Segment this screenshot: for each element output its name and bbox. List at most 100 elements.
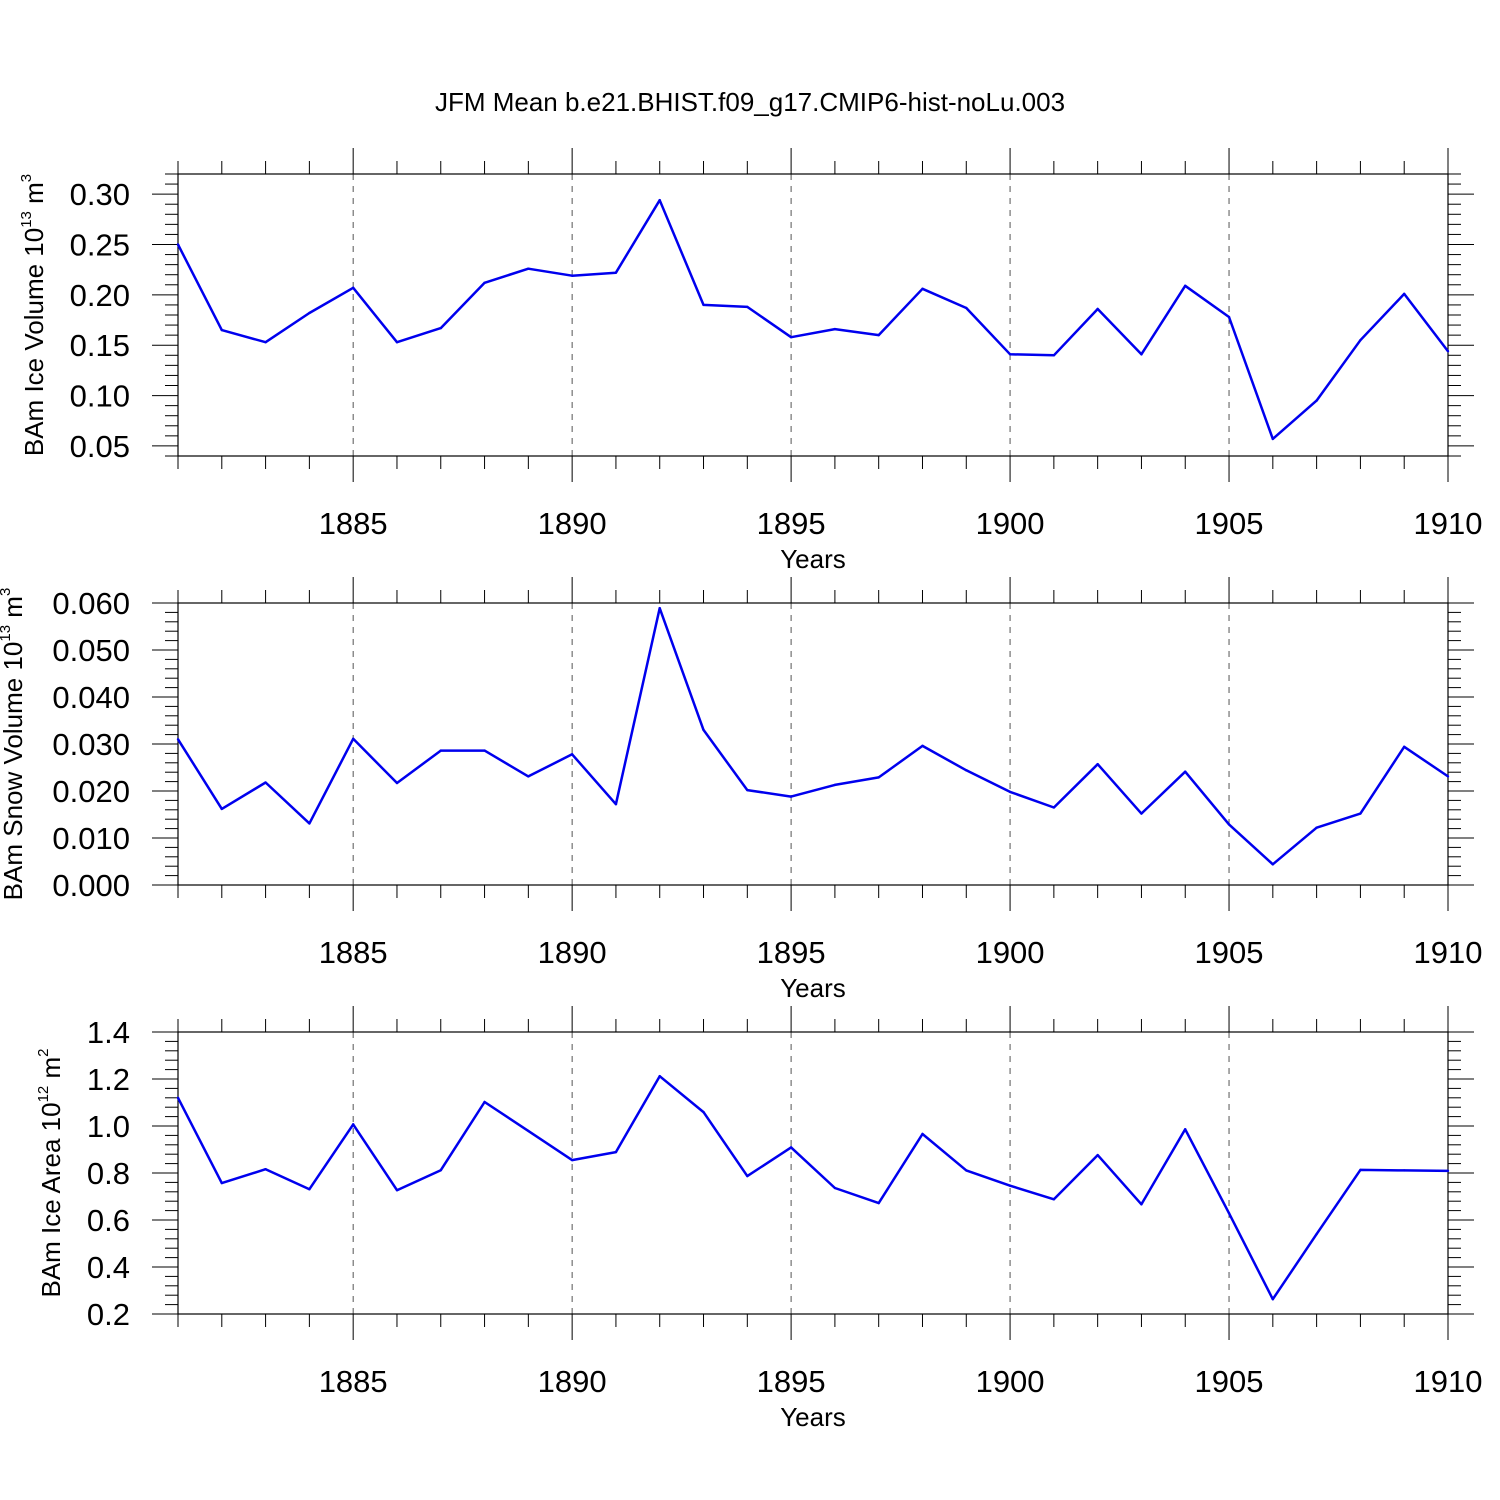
- y-tick-label: 0.30: [70, 177, 130, 212]
- data-point: [746, 788, 749, 792]
- x-axis-title: Years: [780, 1402, 846, 1432]
- data-point: [1096, 763, 1099, 766]
- data-point: [1403, 292, 1406, 296]
- data-point: [439, 1168, 442, 1172]
- data-point: [1008, 353, 1012, 356]
- data-point: [789, 795, 793, 798]
- x-tick-label: 1905: [1195, 935, 1264, 970]
- data-point: [1227, 1211, 1231, 1215]
- data-point: [833, 327, 837, 331]
- series-line: [176, 1074, 1449, 1301]
- data-point: [1184, 1128, 1187, 1131]
- data-point: [1140, 1203, 1143, 1206]
- data-point: [921, 1132, 924, 1136]
- data-point: [308, 311, 311, 315]
- data-point: [176, 243, 180, 246]
- series-line: [176, 198, 1449, 441]
- data-point: [570, 753, 574, 756]
- x-tick-label: 1910: [1414, 935, 1483, 970]
- x-axis-title: Years: [780, 973, 846, 1003]
- data-point: [1227, 315, 1231, 319]
- data-point: [527, 1129, 530, 1133]
- data-point: [789, 1146, 793, 1149]
- y-tick-label: 0.040: [52, 680, 130, 715]
- data-point: [1271, 1297, 1275, 1301]
- y-tick-label: 0.050: [52, 633, 130, 668]
- data-point: [965, 306, 968, 310]
- data-point: [1184, 770, 1187, 773]
- data-point: [1140, 353, 1143, 356]
- data-point: [833, 1186, 837, 1190]
- y-tick-label: 0.060: [52, 586, 130, 621]
- data-point: [351, 286, 355, 290]
- data-point: [921, 744, 924, 748]
- data-point: [658, 606, 661, 610]
- data-point: [1227, 823, 1231, 826]
- data-point: [1096, 307, 1099, 311]
- data-point: [1052, 1198, 1056, 1201]
- x-tick-label: 1910: [1414, 506, 1483, 541]
- data-point: [614, 802, 618, 806]
- x-tick-label: 1890: [538, 506, 607, 541]
- data-point: [1359, 338, 1362, 342]
- y-tick-label: 0.6: [87, 1203, 130, 1238]
- data-point: [658, 198, 661, 202]
- data-point: [1008, 790, 1012, 794]
- data-point: [483, 749, 486, 752]
- x-tick-label: 1895: [757, 935, 826, 970]
- data-point: [264, 1168, 267, 1171]
- data-point: [1446, 775, 1450, 778]
- y-tick-label: 0.15: [70, 328, 130, 363]
- x-tick-label: 1900: [976, 506, 1045, 541]
- data-point: [877, 776, 880, 779]
- x-tick-label: 1900: [976, 1364, 1045, 1399]
- y-tick-label: 1.2: [87, 1062, 130, 1097]
- data-point: [877, 1201, 880, 1205]
- y-tick-label: 0.05: [70, 429, 130, 464]
- data-point: [351, 1123, 355, 1126]
- data-point: [1403, 745, 1406, 749]
- data-point: [1008, 1184, 1012, 1187]
- data-point: [1359, 812, 1362, 815]
- data-point: [1446, 1169, 1450, 1173]
- data-point: [614, 1150, 618, 1154]
- data-point: [220, 1181, 223, 1185]
- y-axis-title: BAm Ice Volume 1013 m3: [18, 174, 49, 456]
- data-point: [702, 728, 705, 732]
- data-point: [1184, 284, 1187, 287]
- data-point: [527, 775, 530, 778]
- data-point: [395, 340, 399, 344]
- x-tick-label: 1895: [757, 506, 826, 541]
- y-tick-label: 1.4: [87, 1015, 130, 1050]
- data-point: [351, 737, 355, 741]
- y-tick-label: 0.10: [70, 379, 130, 414]
- data-point: [439, 326, 442, 330]
- panel-3: 1885 1890 1895 1900 1905 1910 0.2 0.4 0.6 0.8 1.0 1…: [35, 1006, 1482, 1432]
- data-point: [1140, 812, 1143, 815]
- data-point: [965, 1169, 968, 1172]
- x-tick-label: 1910: [1414, 1364, 1483, 1399]
- x-tick-label: 1905: [1195, 506, 1264, 541]
- data-point: [1315, 826, 1318, 829]
- data-point: [395, 781, 399, 785]
- data-point: [877, 333, 880, 337]
- data-point: [1271, 437, 1275, 441]
- data-point: [439, 749, 442, 752]
- y-tick-label: 1.0: [87, 1109, 130, 1144]
- data-point: [614, 271, 618, 274]
- y-axis-title: BAm Ice Area 1012 m2: [35, 1048, 66, 1297]
- x-tick-label: 1885: [319, 935, 388, 970]
- x-tick-label: 1900: [976, 935, 1045, 970]
- y-tick-label: 0.020: [52, 774, 130, 809]
- x-tick-label: 1905: [1195, 1364, 1264, 1399]
- y-tick-label: 0.25: [70, 228, 130, 263]
- data-point: [1403, 1169, 1406, 1172]
- x-tick-label: 1885: [319, 506, 388, 541]
- data-point: [220, 328, 223, 332]
- data-point: [1052, 806, 1056, 809]
- data-point: [176, 1096, 180, 1100]
- data-point: [308, 822, 311, 825]
- data-point: [658, 1074, 661, 1078]
- panel-2: 1885 1890 1895 1900 1905 1910 0.000 0.010 0.020 0…: [0, 577, 1482, 1003]
